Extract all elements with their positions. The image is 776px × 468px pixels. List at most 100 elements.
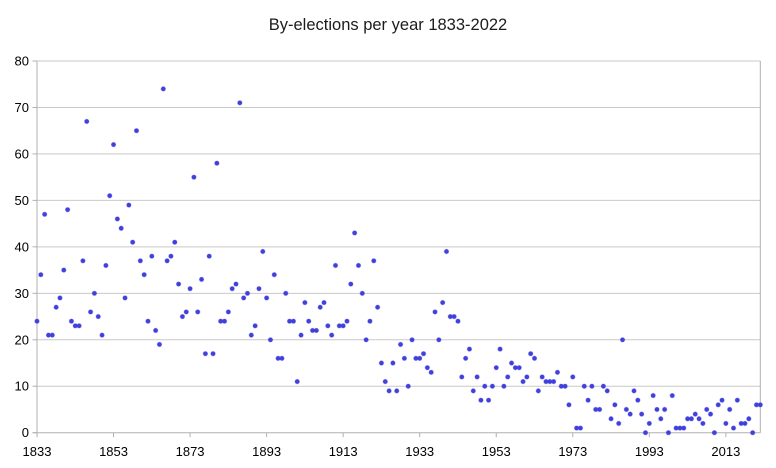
scatter-point (631, 388, 637, 394)
scatter-point (367, 318, 373, 324)
scatter-point (355, 262, 362, 269)
scatter-point (95, 313, 101, 320)
scatter-point (225, 309, 232, 315)
y-axis-tick-label: 20 (15, 332, 29, 347)
scatter-point (290, 318, 297, 324)
scatter-point (38, 272, 44, 278)
scatter-point (271, 272, 277, 278)
scatter-point (279, 355, 285, 362)
scatter-point (317, 304, 323, 310)
scatter-point (221, 318, 228, 324)
scatter-point (371, 258, 377, 264)
scatter-point (570, 374, 576, 380)
scatter-point (394, 388, 400, 394)
scatter-point (638, 411, 645, 417)
scatter-point (635, 397, 641, 403)
scatter-point (600, 383, 607, 389)
scatter-point (325, 323, 331, 329)
scatter-point (61, 267, 67, 273)
scatter-point (363, 337, 369, 343)
scatter-point (459, 374, 465, 380)
scatter-point (462, 355, 469, 362)
scatter-point (696, 416, 702, 422)
scatter-point (665, 430, 672, 436)
scatter-point (214, 160, 220, 166)
scatter-point (129, 239, 136, 245)
scatter-point (168, 253, 174, 259)
scatter-point (172, 239, 178, 245)
chart-title: By-elections per year 1833-2022 (269, 16, 507, 34)
scatter-point (99, 332, 105, 338)
scatter-point (723, 420, 729, 427)
scatter-point (41, 211, 48, 218)
scatter-point (378, 360, 385, 366)
scatter-point (455, 318, 461, 324)
y-axis-tick-label: 70 (15, 100, 29, 115)
scatter-point (141, 272, 147, 278)
scatter-point (661, 406, 668, 413)
scatter-point (489, 383, 496, 389)
scatter-point (359, 290, 365, 297)
scatter-point (749, 430, 756, 436)
scatter-point (505, 374, 511, 380)
scatter-point (183, 309, 189, 315)
scatter-point (428, 369, 434, 375)
scatter-point (535, 388, 542, 394)
scatter-point (149, 253, 155, 259)
scatter-point (53, 304, 59, 310)
scatter-point (746, 416, 752, 422)
plot-area: 0 10 20 30 40 50 60 70 80 1833 1853 1873 1893 1913 193… (15, 54, 763, 459)
x-axis-tick-label: 1933 (405, 444, 434, 459)
scatter-point (237, 100, 243, 106)
scatter-point (608, 416, 614, 422)
scatter-point (704, 406, 710, 413)
scatter-point (256, 285, 262, 292)
scatter-point (348, 281, 354, 287)
scatter-point (397, 341, 404, 348)
scatter-point (103, 262, 109, 269)
scatter-point (306, 318, 312, 324)
scatter-point (581, 383, 587, 389)
scatter-point (64, 206, 71, 213)
scatter-point (175, 281, 182, 287)
scatter-point (84, 118, 90, 125)
scatter-point (382, 378, 388, 385)
scatter-point (191, 174, 197, 180)
scatter-point (263, 295, 270, 301)
scatter-point (466, 346, 473, 352)
scatter-point (409, 337, 415, 343)
scatter-point (520, 378, 526, 385)
scatter-point (107, 193, 113, 199)
scatter-point (734, 397, 741, 403)
scatter-point (478, 397, 484, 403)
scatter-point (390, 360, 396, 366)
scatter-point (443, 248, 450, 255)
scatter-point (328, 332, 335, 338)
y-axis-tick-label: 50 (15, 193, 29, 208)
scatter-point (283, 290, 289, 297)
scatter-point (187, 285, 193, 292)
y-axis-tick-label: 80 (15, 54, 29, 69)
scatter-point (351, 230, 358, 236)
scatter-point (160, 86, 166, 92)
scatter-point (726, 406, 733, 413)
scatter-point (619, 337, 626, 343)
scatter-point (405, 383, 411, 389)
scatter-point (417, 355, 423, 362)
scatter-point (49, 332, 56, 338)
scatter-point (432, 309, 438, 315)
scatter-point (539, 374, 545, 380)
scatter-point (742, 420, 748, 427)
scatter-point (692, 411, 698, 417)
scatter-point (501, 383, 507, 389)
scatter-point (531, 355, 538, 362)
scatter-point (516, 364, 522, 371)
scatter-point (646, 420, 653, 427)
scatter-point (650, 392, 656, 399)
scatter-point (332, 262, 339, 269)
scatter-point (152, 327, 159, 334)
scatter-point (658, 416, 664, 422)
scatter-point (210, 351, 216, 357)
x-axis-tick-label: 1953 (482, 444, 511, 459)
scatter-point (604, 388, 610, 394)
